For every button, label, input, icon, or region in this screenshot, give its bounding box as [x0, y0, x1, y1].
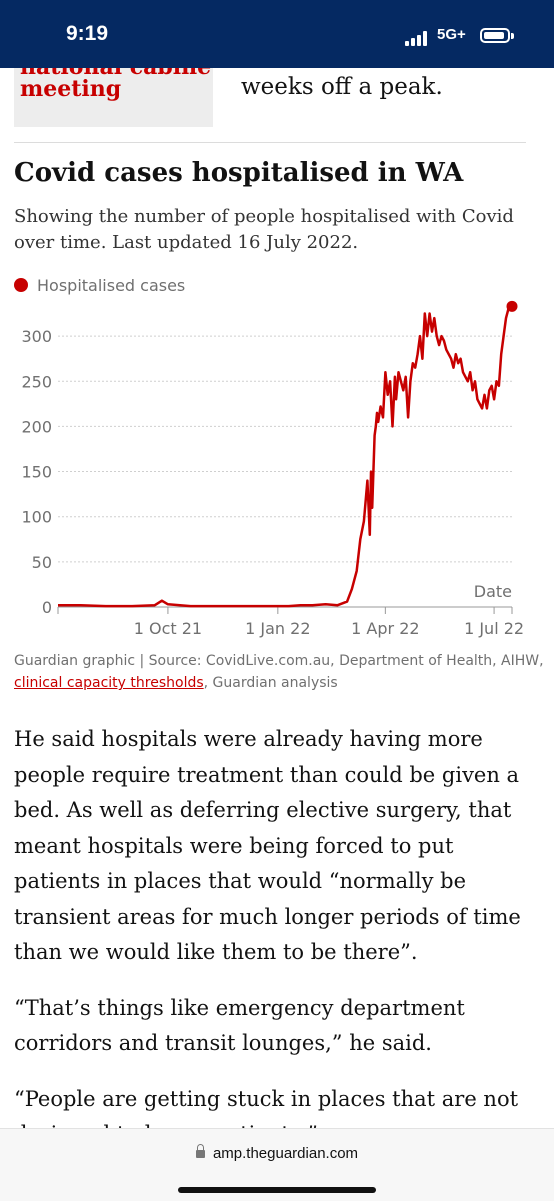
battery-icon — [480, 28, 510, 43]
chart-subtitle: Showing the number of people hospitalise… — [14, 206, 514, 253]
related-link-line2[interactable]: meeting — [20, 76, 122, 102]
y-tick-label: 150 — [21, 463, 52, 482]
previous-paragraph-end: weeks off a peak. — [241, 74, 443, 100]
related-link-card[interactable]: national cabinet meeting — [14, 68, 213, 127]
y-tick-label: 300 — [21, 327, 52, 346]
source-text: Guardian graphic | Source: CovidLive.com… — [14, 653, 544, 669]
legend-dot-icon — [14, 278, 28, 292]
x-axis-label: Date — [474, 582, 512, 601]
browser-address-bar[interactable]: amp.theguardian.com — [0, 1128, 554, 1201]
chart-legend: Hospitalised cases — [14, 276, 185, 295]
y-tick-label: 200 — [21, 417, 52, 436]
article-body: He said hospitals were already having mo… — [14, 722, 544, 1128]
home-indicator[interactable] — [178, 1187, 376, 1193]
clinical-capacity-link[interactable]: clinical capacity thresholds — [14, 675, 204, 691]
status-bar: 9:19 5G+ — [0, 0, 554, 68]
y-tick-label: 250 — [21, 372, 52, 391]
article-paragraph: “People are getting stuck in places that… — [14, 1086, 519, 1129]
hospitalised-cases-line — [58, 305, 513, 608]
article-paragraph: “That’s things like emergency department… — [14, 995, 465, 1056]
signal-icon — [405, 30, 433, 46]
network-label: 5G+ — [437, 26, 466, 43]
battery-tip — [511, 33, 514, 39]
y-tick-label: 50 — [32, 553, 52, 572]
section-divider — [14, 142, 526, 143]
x-tick-label: 1 Jan 22 — [245, 619, 310, 638]
x-tick-label: 1 Oct 21 — [134, 619, 202, 638]
source-suffix: , Guardian analysis — [203, 675, 338, 691]
chart-title: Covid cases hospitalised in WA — [14, 158, 464, 188]
y-tick-label: 100 — [21, 508, 52, 527]
x-tick-label: 1 Apr 22 — [351, 619, 419, 638]
x-tick-label: 1 Jul 22 — [464, 619, 524, 638]
y-tick-label: 0 — [42, 598, 52, 617]
article-viewport: He said hospitals were already having mo… — [14, 722, 544, 1128]
url-display[interactable]: amp.theguardian.com — [0, 1144, 554, 1162]
url-text[interactable]: amp.theguardian.com — [212, 1145, 359, 1162]
article-paragraph: He said hospitals were already having mo… — [14, 727, 521, 964]
legend-label: Hospitalised cases — [37, 276, 186, 295]
status-time: 9:19 — [66, 22, 109, 45]
related-link-line1[interactable]: national cabinet — [20, 68, 213, 80]
lock-icon — [195, 1144, 205, 1158]
chart-source: Guardian graphic | Source: CovidLive.com… — [14, 650, 544, 694]
latest-value-marker — [506, 300, 518, 312]
hospitalisation-line-chart: 0 50 100 150 200 250 300 1 Oct 21 1 Jan 22 1 Apr … — [21, 300, 524, 638]
